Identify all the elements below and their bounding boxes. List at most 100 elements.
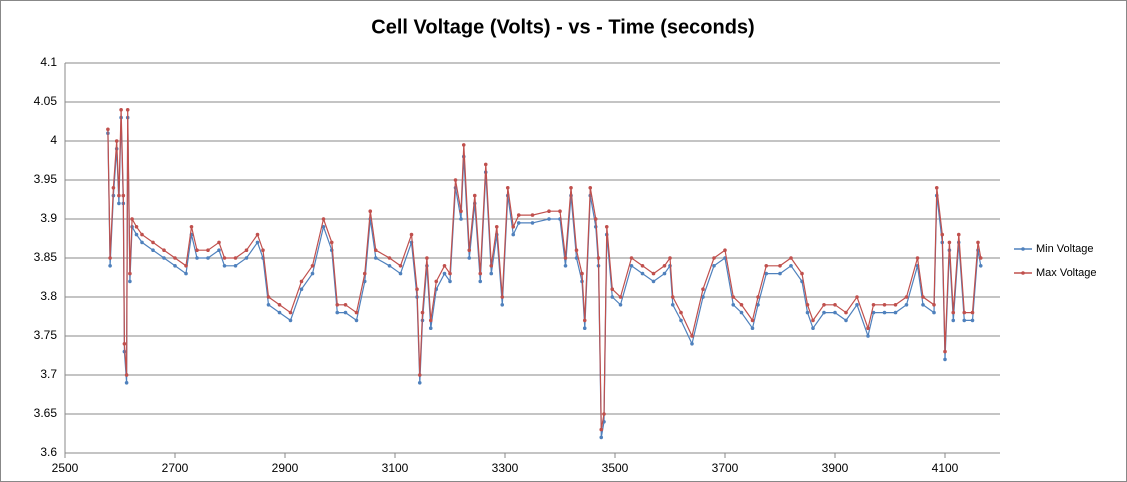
data-point — [651, 271, 656, 276]
data-point — [173, 264, 177, 268]
data-point — [882, 310, 887, 315]
data-point — [593, 217, 598, 221]
data-point — [712, 256, 716, 260]
data-point — [448, 279, 452, 284]
data-point — [662, 271, 667, 276]
data-point — [428, 326, 433, 331]
data-point — [563, 256, 568, 260]
x-tick-label: 4100 — [932, 461, 959, 475]
data-point — [610, 295, 615, 299]
data-point — [943, 357, 947, 362]
data-point — [921, 303, 925, 307]
data-point — [461, 143, 466, 147]
data-point — [588, 186, 593, 190]
data-point — [764, 271, 769, 276]
data-point — [764, 264, 769, 268]
data-point — [670, 303, 675, 307]
data-point — [121, 193, 126, 198]
data-point — [662, 264, 667, 268]
data-point — [640, 264, 645, 268]
data-point — [162, 256, 166, 260]
data-point — [822, 303, 826, 307]
data-point — [277, 310, 282, 315]
data-point — [329, 240, 334, 245]
data-point — [354, 310, 359, 315]
data-point — [134, 232, 139, 237]
data-point — [453, 178, 458, 182]
data-point — [844, 310, 848, 315]
data-point — [511, 225, 516, 229]
data-point — [563, 264, 568, 268]
data-point — [425, 256, 429, 260]
x-tick-label: 3900 — [822, 461, 849, 475]
data-point — [442, 271, 447, 276]
data-point — [266, 295, 271, 299]
data-point — [119, 108, 123, 112]
y-tick-label: 3.75 — [34, 328, 58, 342]
y-tick-label: 3.85 — [34, 250, 58, 264]
data-point — [602, 412, 606, 416]
data-point — [558, 209, 562, 213]
data-point — [128, 279, 132, 284]
data-point — [184, 264, 188, 268]
data-point — [668, 256, 672, 260]
data-point — [962, 310, 967, 315]
data-point — [640, 271, 645, 276]
data-point — [255, 232, 260, 237]
data-point — [805, 303, 810, 307]
data-point — [940, 232, 945, 237]
data-point — [723, 248, 727, 252]
data-point — [530, 213, 535, 217]
data-point — [866, 334, 870, 338]
data-point — [580, 271, 584, 276]
data-point — [467, 248, 472, 252]
data-point — [833, 310, 837, 315]
data-point — [915, 256, 920, 260]
data-point — [222, 264, 227, 268]
x-tick-label: 3100 — [382, 461, 409, 475]
data-point — [459, 217, 463, 221]
data-point — [151, 240, 155, 245]
data-point — [472, 193, 477, 198]
data-point — [712, 264, 716, 268]
data-point — [789, 256, 793, 260]
data-point — [222, 256, 227, 260]
data-point — [511, 232, 516, 237]
data-point — [739, 303, 744, 307]
data-point — [434, 279, 439, 284]
data-point — [871, 310, 876, 315]
data-point — [651, 279, 656, 284]
data-point — [701, 287, 705, 292]
data-point — [855, 303, 859, 307]
data-point — [844, 318, 848, 323]
data-point — [932, 303, 936, 307]
legend-label: Min Voltage — [1036, 243, 1093, 255]
data-point — [387, 256, 392, 260]
y-tick-label: 3.95 — [34, 172, 58, 186]
data-point — [489, 264, 494, 268]
data-point — [731, 295, 736, 299]
data-point — [756, 303, 760, 307]
data-point — [130, 217, 134, 221]
data-point — [822, 310, 826, 315]
data-point — [343, 303, 348, 307]
data-point — [299, 279, 304, 284]
data-point — [162, 248, 166, 252]
data-point — [134, 225, 139, 229]
data-point — [261, 248, 265, 252]
data-point — [266, 303, 271, 307]
data-point — [731, 303, 736, 307]
data-point — [599, 427, 604, 432]
data-point — [483, 162, 488, 167]
y-tick-label: 4.1 — [40, 55, 57, 69]
data-point — [299, 287, 304, 292]
data-point — [582, 326, 587, 331]
data-point — [387, 264, 392, 268]
y-tick-label: 3.9 — [40, 211, 57, 225]
x-tick-label: 3300 — [492, 461, 519, 475]
data-point — [618, 295, 623, 299]
data-point — [310, 271, 315, 276]
data-point — [604, 225, 609, 229]
data-point — [530, 221, 535, 225]
